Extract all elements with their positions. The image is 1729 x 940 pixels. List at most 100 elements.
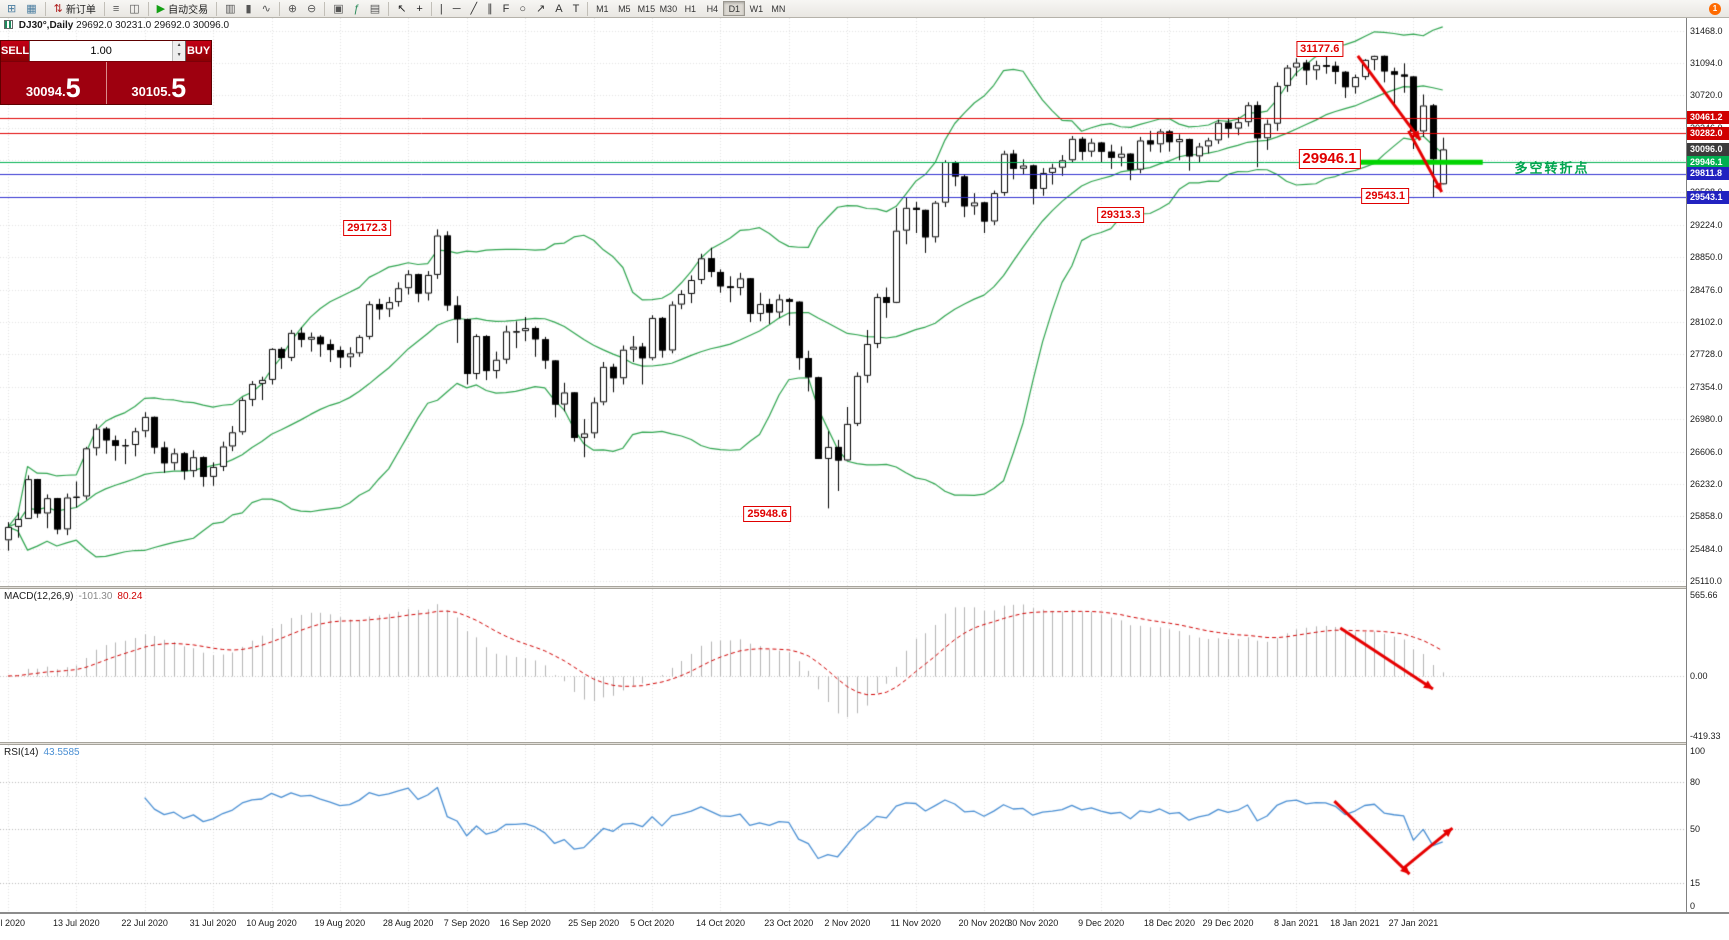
chart-title: DJ30°,Daily 29692.0 30231.0 29692.0 3009… [4, 20, 229, 31]
rsi-label: RSI(14) 43.5585 [4, 747, 80, 758]
price-tick-label: 28850.0 [1690, 252, 1723, 263]
time-tick-label: 5 Oct 2020 [630, 918, 675, 928]
bid-main: 30094. [25, 84, 66, 99]
arrows-button[interactable]: ↗ [532, 1, 549, 17]
bar-chart-icon: ▥ [225, 2, 236, 15]
time-tick-label: 7 Sep 2020 [443, 918, 490, 928]
rsi-tick-label: 0 [1690, 901, 1696, 911]
price-callout-31177.6[interactable]: 31177.6 [1296, 40, 1344, 57]
templates-button[interactable]: ▤ [366, 1, 384, 17]
macd-canvas[interactable] [0, 589, 1686, 742]
tf-mn-button[interactable]: MN [771, 4, 786, 14]
toolbar-group: ▥ ▮ ∿ [220, 0, 276, 18]
toolbar-separator [278, 1, 280, 16]
toolbar-group: ▶ 自动交易 [152, 0, 213, 18]
cursor-button[interactable]: ↖ [393, 1, 410, 17]
price-tick-label: 25484.0 [1690, 543, 1723, 554]
autotrading-label: 自动交易 [168, 5, 209, 16]
price-axis[interactable]: 31468.031094.030720.030346.029972.029598… [1686, 18, 1729, 912]
toolbar-group: ↖ + [392, 0, 428, 18]
time-axis[interactable]: Jul 2020 13 Jul 2020 22 Jul 2020 31 Jul 202… [0, 914, 1729, 940]
tf-h1-button[interactable]: H1 [684, 4, 697, 14]
bid-pips: 5 [65, 73, 81, 103]
tf-d1-button[interactable]: D1 [723, 1, 746, 16]
autotrading-button[interactable]: ▶ 自动交易 [153, 1, 212, 17]
autotrading-icon: ▶ [156, 2, 166, 15]
price-callout-29313.3[interactable]: 29313.3 [1096, 206, 1145, 223]
shapes-button[interactable]: ○ [515, 1, 530, 17]
text-icon: A [555, 2, 563, 15]
zoom-in-button[interactable]: ⊕ [284, 1, 301, 17]
market-depth-icon: ≡ [112, 2, 120, 15]
channel-button[interactable]: ∥ [483, 1, 497, 17]
new-chart-icon: ⊞ [7, 2, 17, 15]
candlestick-chart-button[interactable]: ▮ [242, 1, 256, 17]
vertical-line-button[interactable]: | [436, 1, 447, 17]
data-window-button[interactable]: ◫ [125, 1, 143, 17]
price-chart-canvas[interactable] [0, 18, 1686, 586]
horizontal-line-button[interactable]: ─ [449, 1, 465, 17]
bid-price[interactable]: 30094. 5 [1, 62, 107, 104]
tf-h4-button[interactable]: H4 [706, 4, 719, 14]
tf-m5-button[interactable]: M5 [618, 4, 631, 14]
bar-chart-button[interactable]: ▥ [221, 1, 239, 17]
volume-input[interactable] [30, 41, 173, 61]
fibonacci-button[interactable]: F [499, 1, 514, 17]
panel-separator[interactable] [0, 742, 1729, 745]
time-tick-label: 14 Oct 2020 [695, 918, 745, 928]
price-callout-29543.1[interactable]: 29543.1 [1361, 187, 1410, 204]
line-chart-button[interactable]: ∿ [258, 1, 275, 17]
price-callout-25948.6[interactable]: 25948.6 [743, 506, 792, 522]
buy-button[interactable]: BUY [186, 41, 211, 61]
zoom-out-icon: ⊖ [307, 2, 317, 15]
macd-label: MACD(12,26,9) -101.30 80.24 [4, 591, 142, 602]
time-tick-label: 23 Oct 2020 [764, 918, 814, 928]
zoom-out-button[interactable]: ⊖ [303, 1, 320, 17]
time-tick-label: 18 Jan 2021 [1330, 918, 1380, 928]
cursor-icon: ↖ [397, 2, 407, 15]
macd-name: MACD(12,26,9) [4, 591, 74, 602]
tf-m15-button[interactable]: M15 [637, 4, 656, 14]
tf-w1-button[interactable]: W1 [749, 4, 764, 14]
rsi-panel: RSI(14) 43.5585 [0, 745, 1686, 912]
market-depth-button[interactable]: ≡ [109, 1, 123, 17]
sell-button[interactable]: SELL [1, 41, 30, 61]
tile-windows-button[interactable]: ▣ [329, 1, 347, 17]
toolbar-separator [103, 1, 105, 16]
panel-separator[interactable] [0, 586, 1729, 589]
price-tick-label: 27728.0 [1690, 349, 1723, 360]
crosshair-button[interactable]: + [412, 1, 426, 17]
price-tick-label: 31468.0 [1690, 25, 1723, 36]
trendline-button[interactable]: ╱ [467, 1, 482, 17]
new-order-label: 新订单 [65, 5, 96, 16]
macd-tick-label: 0.00 [1690, 670, 1708, 681]
horizontal-line-icon: ─ [452, 2, 461, 15]
chart-profiles-icon: ▦ [26, 2, 37, 15]
text-label-button[interactable]: T [569, 1, 584, 17]
price-tick-label: 27354.0 [1690, 381, 1723, 392]
tf-m30-button[interactable]: M30 [659, 4, 678, 14]
new-order-icon: ⇅ [53, 2, 63, 15]
rsi-canvas[interactable] [0, 745, 1686, 912]
time-tick-label: 10 Aug 2020 [246, 918, 297, 928]
volume-down-button[interactable]: ▼ [173, 51, 186, 61]
tf-m1-button[interactable]: M1 [596, 4, 609, 14]
text-label-icon: T [572, 2, 580, 15]
price-callout-29946.1[interactable]: 29946.1 [1298, 148, 1361, 169]
ask-price[interactable]: 30105. 5 [107, 62, 212, 104]
chart-icon [4, 20, 13, 29]
indicators-button[interactable]: ƒ [350, 1, 364, 17]
price-tag-30461.2: 30461.2 [1687, 111, 1729, 125]
rsi-name: RSI(14) [4, 747, 39, 758]
volume-up-button[interactable]: ▲ [173, 41, 186, 51]
price-callout-29172.3[interactable]: 29172.3 [343, 219, 392, 236]
chart-profiles-button[interactable]: ▦ [22, 1, 40, 17]
time-tick-label: 19 Aug 2020 [314, 918, 366, 928]
notifications-badge[interactable]: 1 [1709, 3, 1721, 15]
rsi-tick-label: 15 [1690, 877, 1701, 888]
new-chart-button[interactable]: ⊞ [3, 1, 20, 17]
time-axis-border [0, 912, 1729, 914]
note-turning-point[interactable]: 多空转折点 [1514, 160, 1590, 176]
new-order-button[interactable]: ⇅ 新订单 [50, 1, 100, 17]
text-button[interactable]: A [551, 1, 566, 17]
